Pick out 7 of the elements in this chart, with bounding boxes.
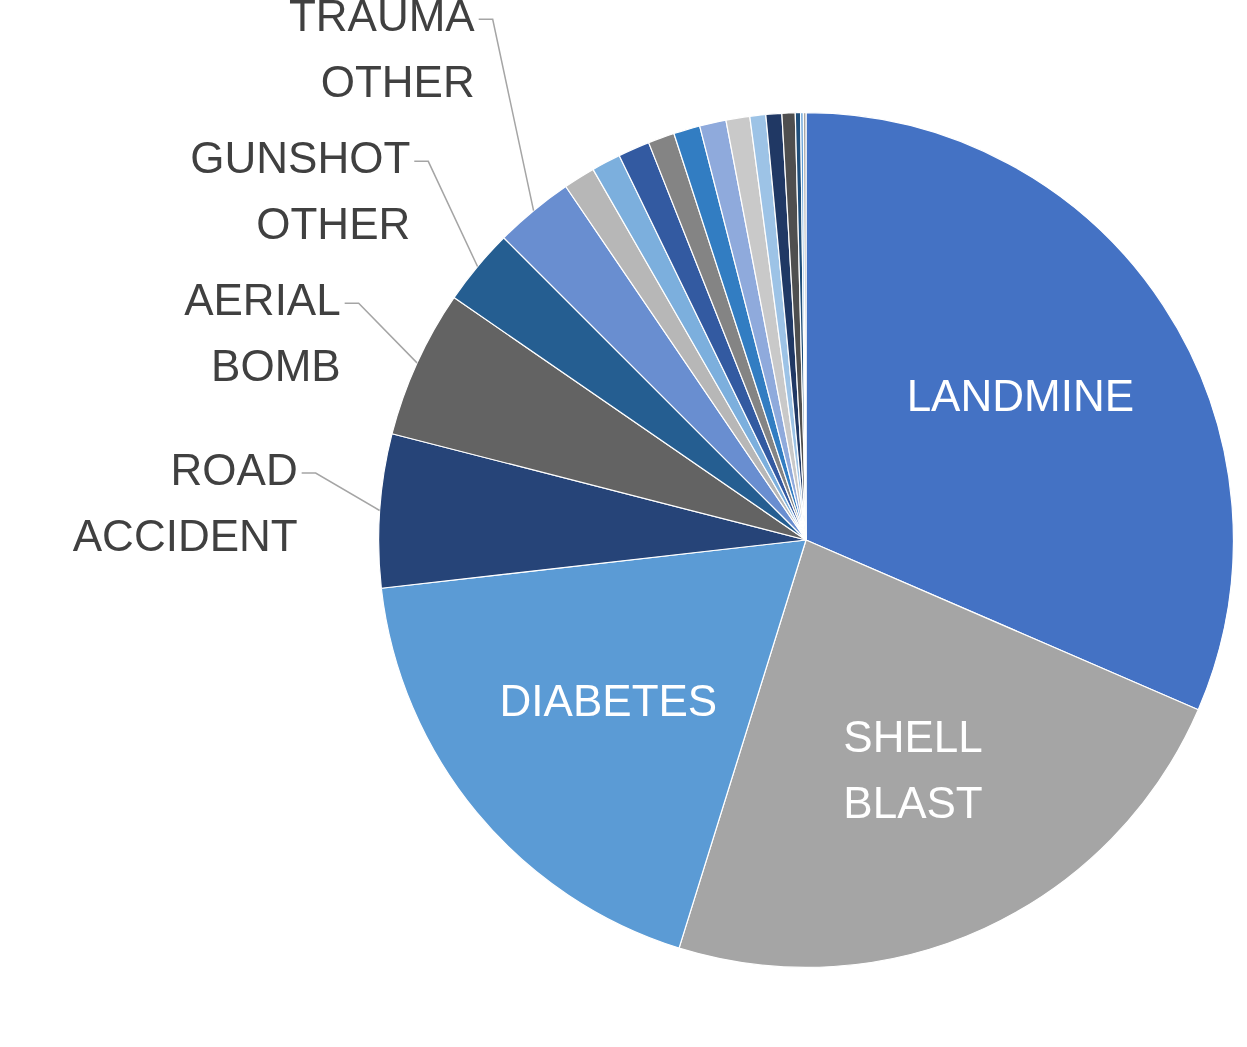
slice-label: SHELL BLAST: [843, 712, 983, 828]
slice-label: ROAD ACCIDENT: [72, 445, 298, 561]
slice-label: DIABETES: [499, 675, 718, 725]
slice-label: GUNSHOT OTHER: [190, 133, 411, 249]
slice-label: AERIAL BOMB: [184, 275, 341, 391]
slice-label: TRAUMA OTHER: [288, 0, 476, 107]
slice-label: LANDMINE: [906, 371, 1135, 421]
